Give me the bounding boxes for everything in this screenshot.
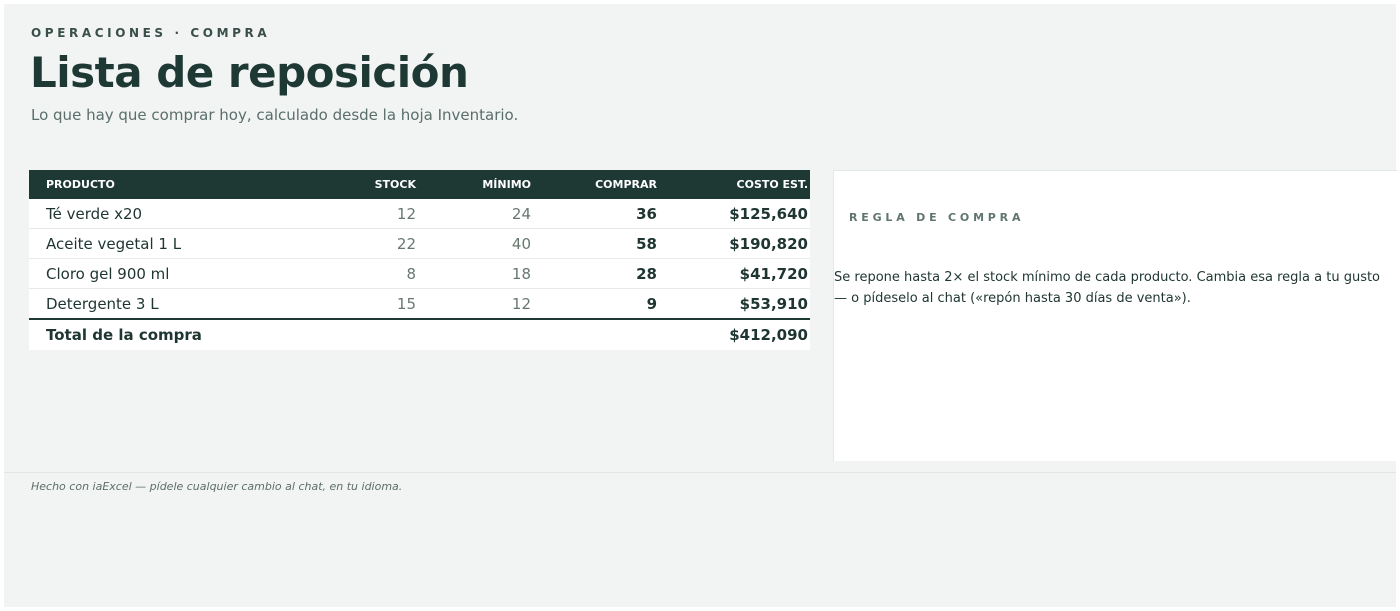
cell-stock[interactable]: 15 bbox=[314, 288, 442, 320]
cell-producto[interactable]: Detergente 3 L bbox=[29, 288, 314, 320]
cell-comprar[interactable]: 9 bbox=[557, 288, 683, 320]
cell-stock[interactable]: 22 bbox=[314, 228, 442, 259]
column-header-costo[interactable]: COSTO EST. bbox=[683, 170, 810, 199]
cell-producto[interactable]: Cloro gel 900 ml bbox=[29, 258, 314, 289]
cell-costo[interactable]: $53,910 bbox=[683, 288, 810, 320]
column-header-comprar[interactable]: COMPRAR bbox=[557, 170, 683, 199]
page-title: Lista de reposición bbox=[30, 48, 469, 97]
column-header-minimo[interactable]: MÍNIMO bbox=[442, 170, 557, 199]
table-header-row: PRODUCTO STOCK MÍNIMO COMPRAR COSTO EST. bbox=[29, 170, 810, 199]
total-label[interactable]: Total de la compra bbox=[29, 319, 683, 350]
table-row: Aceite vegetal 1 L 22 40 58 $190,820 bbox=[29, 228, 810, 259]
footer-divider bbox=[4, 472, 1396, 473]
rule-title: REGLA DE COMPRA bbox=[849, 211, 1025, 224]
column-header-stock[interactable]: STOCK bbox=[314, 170, 442, 199]
cell-minimo[interactable]: 18 bbox=[442, 258, 557, 289]
page-subtitle: Lo que hay que comprar hoy, calculado de… bbox=[31, 106, 519, 124]
cell-producto[interactable]: Té verde x20 bbox=[29, 199, 314, 229]
cell-comprar[interactable]: 28 bbox=[557, 258, 683, 289]
cell-stock[interactable]: 12 bbox=[314, 199, 442, 229]
cell-minimo[interactable]: 40 bbox=[442, 228, 557, 259]
cell-producto[interactable]: Aceite vegetal 1 L bbox=[29, 228, 314, 259]
restock-table: PRODUCTO STOCK MÍNIMO COMPRAR COSTO EST.… bbox=[29, 170, 810, 350]
table-row: Cloro gel 900 ml 8 18 28 $41,720 bbox=[29, 258, 810, 289]
total-value[interactable]: $412,090 bbox=[683, 319, 810, 350]
cell-costo[interactable]: $41,720 bbox=[683, 258, 810, 289]
table-row: Té verde x20 12 24 36 $125,640 bbox=[29, 199, 810, 229]
cell-comprar[interactable]: 36 bbox=[557, 199, 683, 229]
cell-minimo[interactable]: 12 bbox=[442, 288, 557, 320]
purchase-rule-card: REGLA DE COMPRA Se repone hasta 2× el st… bbox=[833, 170, 1397, 461]
cell-stock[interactable]: 8 bbox=[314, 258, 442, 289]
cell-comprar[interactable]: 58 bbox=[557, 228, 683, 259]
footer-note: Hecho con iaExcel — pídele cualquier cam… bbox=[31, 480, 403, 493]
cell-costo[interactable]: $125,640 bbox=[683, 199, 810, 229]
total-row: Total de la compra $412,090 bbox=[29, 319, 810, 350]
table-row: Detergente 3 L 15 12 9 $53,910 bbox=[29, 288, 810, 320]
spreadsheet-canvas: OPERACIONES · COMPRA Lista de reposición… bbox=[4, 4, 1397, 607]
cell-minimo[interactable]: 24 bbox=[442, 199, 557, 229]
column-header-producto[interactable]: PRODUCTO bbox=[29, 170, 314, 199]
section-eyebrow: OPERACIONES · COMPRA bbox=[31, 26, 271, 40]
rule-text[interactable]: Se repone hasta 2× el stock mínimo de ca… bbox=[834, 270, 1381, 306]
cell-costo[interactable]: $190,820 bbox=[683, 228, 810, 259]
